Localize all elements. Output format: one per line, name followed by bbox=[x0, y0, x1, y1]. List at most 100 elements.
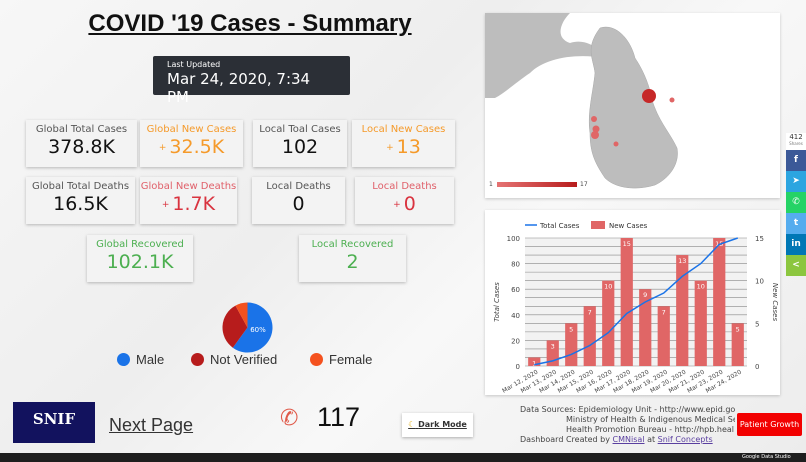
kpi-value-text: 2 bbox=[346, 251, 359, 273]
kpi-card-global-recovered: Global Recovered 102.1K bbox=[87, 235, 193, 282]
india-landmass bbox=[485, 13, 605, 98]
y2-tick-label: 0 bbox=[755, 363, 759, 371]
kpi-card-global-new-cases: Global New Cases +32.5K bbox=[140, 120, 243, 167]
source-ministry[interactable]: Ministry of Health & Indigenous Medical … bbox=[566, 415, 735, 424]
cases-chart-panel: 0 20 40 60 80 100 0 5 10 15 1 3 5 7 10 15 9 7 13 10 15 5 Mar 1… bbox=[485, 210, 780, 395]
y-tick-label: 60 bbox=[511, 286, 520, 294]
footer-bar bbox=[0, 453, 806, 462]
map-bubble[interactable] bbox=[592, 125, 600, 133]
kpi-card-global-total-deaths: Global Total Deaths 16.5K bbox=[26, 177, 135, 224]
map-svg bbox=[485, 13, 678, 189]
y2-tick-label: 10 bbox=[755, 278, 764, 286]
share-count-label: Shares bbox=[789, 141, 803, 146]
source-epid[interactable]: Epidemiology Unit - http://www.epid.gov.… bbox=[578, 405, 735, 414]
bar-data-label: 5 bbox=[736, 325, 740, 333]
bar-data-label: 5 bbox=[569, 325, 573, 333]
twitter-icon: t bbox=[793, 218, 799, 228]
sri-lanka-map[interactable]: 1 17 bbox=[485, 13, 780, 198]
kpi-value-text: 102 bbox=[281, 136, 319, 158]
bar-new-cases bbox=[620, 238, 633, 366]
facebook-share-button[interactable]: f bbox=[786, 150, 806, 171]
linkedin-share-button[interactable]: in bbox=[786, 234, 806, 255]
dark-mode-button[interactable]: ☾ Dark Mode bbox=[402, 413, 473, 437]
bar-data-label: 7 bbox=[662, 308, 666, 316]
pie-slice-female[interactable] bbox=[235, 302, 248, 328]
plus-icon: + bbox=[158, 142, 167, 153]
pie-center-label: 60% bbox=[250, 326, 266, 334]
map-bubble[interactable] bbox=[591, 131, 599, 139]
y-tick-label: 0 bbox=[516, 363, 520, 371]
kpi-value: 378.8K bbox=[26, 136, 137, 158]
kpi-label: Local Recovered bbox=[311, 239, 394, 250]
map-bubble[interactable] bbox=[669, 97, 675, 103]
map-legend-max: 17 bbox=[580, 181, 588, 188]
bar-data-label: 13 bbox=[678, 257, 686, 265]
linkedin-icon: in bbox=[791, 239, 801, 249]
line-total-cases bbox=[534, 237, 738, 366]
gender-pie-chart: 60% bbox=[222, 302, 273, 353]
y-tick-label: 40 bbox=[511, 312, 520, 320]
kpi-label: Local Deaths bbox=[372, 181, 437, 192]
kpi-value: +1.7K bbox=[140, 193, 237, 215]
moon-icon: ☾ bbox=[408, 420, 416, 429]
bar-data-label: 10 bbox=[604, 283, 612, 291]
kpi-value-text: 16.5K bbox=[53, 193, 108, 215]
y2-axis-label: New Cases bbox=[771, 283, 779, 322]
bar-data-label: 15 bbox=[623, 240, 631, 248]
plus-icon: + bbox=[386, 142, 394, 153]
legend-male-label: Male bbox=[136, 352, 165, 367]
map-bubble[interactable] bbox=[613, 141, 619, 147]
kpi-value: 2 bbox=[299, 251, 406, 273]
plot-area bbox=[525, 238, 747, 366]
phone-icon: ✆ bbox=[280, 406, 299, 431]
map-bubble[interactable] bbox=[642, 89, 656, 103]
female-dot-icon bbox=[310, 353, 323, 366]
telegram-share-button[interactable]: ➤ bbox=[786, 171, 806, 192]
kpi-label: Global New Cases bbox=[146, 124, 237, 135]
page-title: COVID '19 Cases - Summary bbox=[88, 10, 412, 37]
whatsapp-share-button[interactable]: ✆ bbox=[786, 192, 806, 213]
kpi-card-local-toal-cases: Local Toal Cases 102 bbox=[253, 120, 347, 167]
bar-data-label: 10 bbox=[697, 283, 705, 291]
pie-slice-male[interactable] bbox=[232, 302, 273, 353]
snif-logo[interactable]: SNIF bbox=[13, 402, 95, 443]
legend-new-cases-swatch bbox=[591, 221, 605, 229]
legend-male: Male bbox=[117, 352, 164, 367]
kpi-value-text: 102.1K bbox=[106, 251, 174, 273]
map-legend-min: 1 bbox=[489, 181, 493, 188]
legend-new-cases: New Cases bbox=[609, 222, 648, 230]
last-updated-value: Mar 24, 2020, 7:34 PM bbox=[167, 70, 311, 106]
legend-female-label: Female bbox=[329, 352, 373, 367]
kpi-value: +32.5K bbox=[140, 136, 243, 158]
author-link[interactable]: CMNisal bbox=[612, 435, 645, 444]
pie-slice-not-verified[interactable] bbox=[222, 305, 248, 348]
kpi-label: Local Deaths bbox=[266, 181, 331, 192]
kpi-card-local-recovered: Local Recovered 2 bbox=[299, 235, 406, 282]
sources-label: Data Sources: bbox=[520, 405, 576, 414]
last-updated-box: Last Updated Mar 24, 2020, 7:34 PM bbox=[153, 56, 350, 106]
dark-mode-label: Dark Mode bbox=[418, 420, 467, 429]
plus-icon: + bbox=[393, 199, 401, 210]
kpi-value-text: 13 bbox=[396, 136, 421, 158]
map-bubble[interactable] bbox=[591, 116, 597, 122]
next-page-link[interactable]: Next Page bbox=[109, 415, 194, 435]
y2-tick-label: 15 bbox=[755, 235, 764, 243]
last-updated-label: Last Updated bbox=[167, 60, 221, 69]
at-label: at bbox=[647, 435, 656, 444]
male-dot-icon bbox=[117, 353, 130, 366]
share-count-value: 412 bbox=[789, 133, 803, 141]
bar-data-label: 9 bbox=[643, 291, 647, 299]
share-icon: < bbox=[792, 260, 800, 270]
company-link[interactable]: Snif Concepts bbox=[657, 435, 713, 444]
emergency-number: 117 bbox=[317, 402, 361, 432]
y-tick-label: 80 bbox=[511, 261, 520, 269]
patient-growth-button[interactable]: Patient Growth bbox=[737, 413, 802, 436]
source-hpb[interactable]: Health Promotion Bureau - http://hpb.hea… bbox=[566, 425, 734, 434]
share-share-button[interactable]: < bbox=[786, 255, 806, 276]
legend-not-verified-label: Not Verified bbox=[210, 352, 278, 367]
twitter-share-button[interactable]: t bbox=[786, 213, 806, 234]
kpi-label: Global Total Cases bbox=[35, 124, 128, 135]
google-data-studio-label: Google Data Studio bbox=[742, 454, 791, 460]
bar-new-cases bbox=[528, 357, 541, 366]
